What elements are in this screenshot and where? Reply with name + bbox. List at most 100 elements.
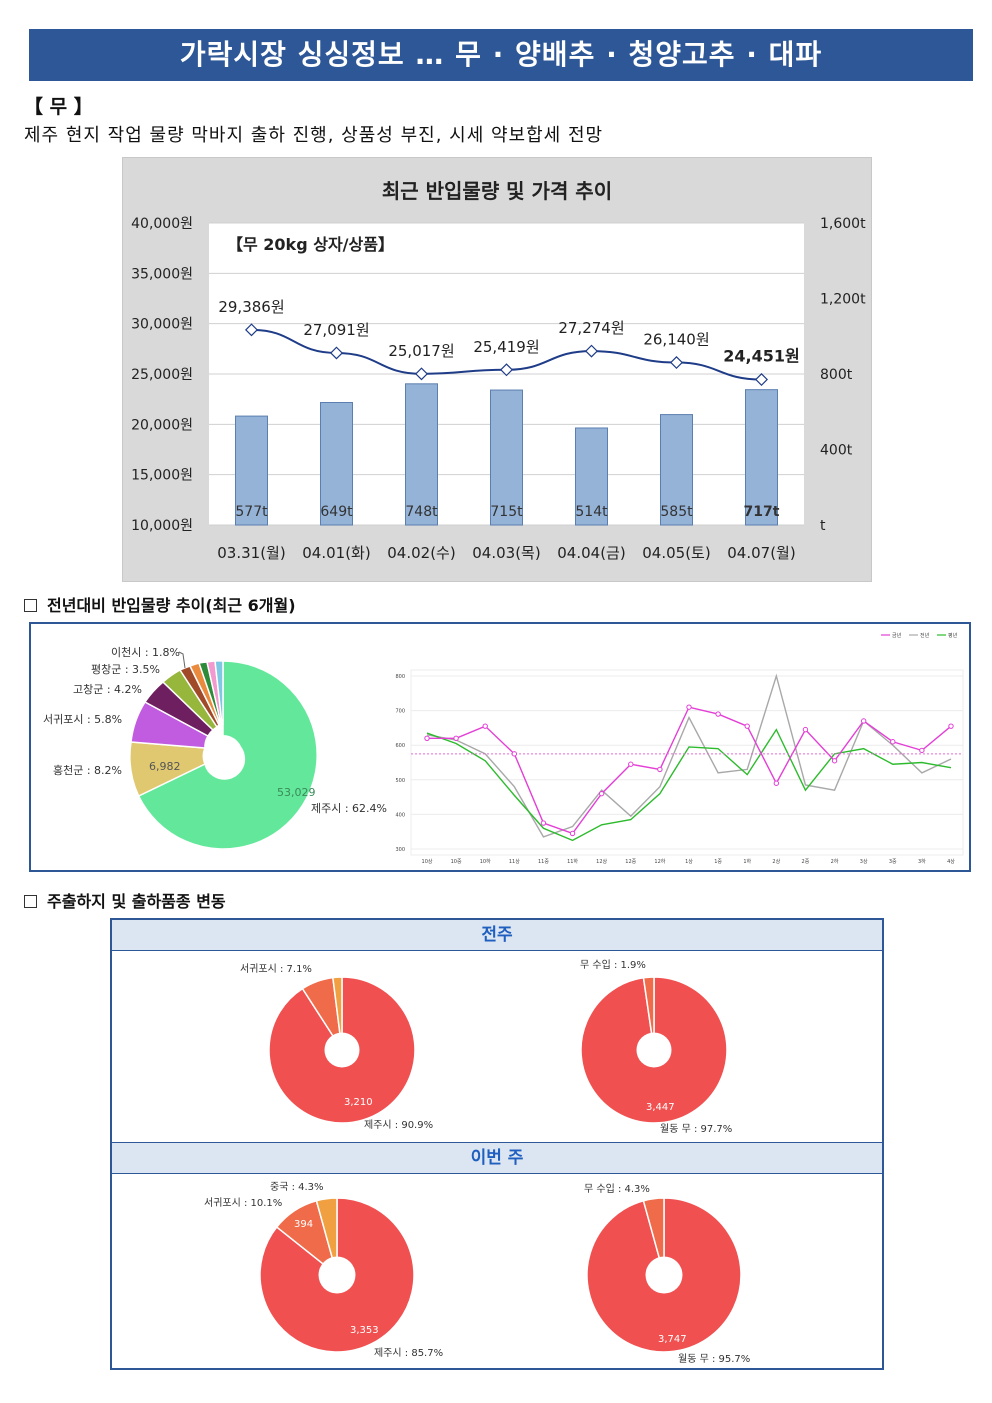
checkbox-icon [24, 599, 37, 612]
x-tick: 3중 [889, 859, 897, 865]
origin-donut-6m [129, 660, 318, 850]
series-cur-point [744, 723, 750, 729]
compare-title-text: 전년대비 반입물량 추이(최근 6개월) [47, 596, 296, 615]
series-cur-point [424, 735, 430, 741]
variety-value: 3,447 [646, 1102, 675, 1113]
price-label: 29,386원 [218, 298, 284, 316]
series-cur-point [948, 723, 954, 729]
y-tick-left: 10,000원 [131, 518, 193, 534]
price-point [329, 346, 344, 360]
last-week-header: 전주 [112, 920, 882, 951]
y-tick: 700 [395, 709, 405, 715]
legend-label: 전년 [920, 632, 930, 639]
y-tick-right: 1,600t [820, 216, 866, 232]
x-tick: 1상 [685, 858, 693, 865]
series-avg-line [426, 728, 952, 842]
price-label: 25,017원 [388, 342, 454, 360]
volume-bar [660, 414, 693, 526]
price-volume-chart-svg: 최근 반입물량 및 가격 추이 【무 20kg 상자/상품】 40,000원 35… [131, 179, 866, 562]
x-tick: 11중 [538, 859, 549, 865]
compare-title: 전년대비 반입물량 추이(최근 6개월) [24, 592, 296, 616]
donut-hole [645, 1256, 683, 1294]
price-point [244, 323, 259, 337]
x-tick: 11하 [567, 858, 578, 865]
x-tick: 2하 [831, 858, 839, 865]
x-tick: 1중 [714, 859, 722, 865]
x-tick: 4상 [947, 858, 955, 865]
this-week-area-donut [259, 1197, 415, 1353]
variety-label: 월동 무 : 97.7% [660, 1123, 732, 1135]
y-tick-left: 20,000원 [131, 417, 193, 433]
variety-label: 무 수입 : 4.3% [584, 1182, 650, 1195]
volume-label: 715t [490, 504, 523, 520]
series-cur-point [686, 704, 692, 710]
area-value: 3,210 [344, 1097, 373, 1108]
origin-panel-svg: 서귀포시 : 7.1% 제주시 : 90.9% 3,210 무 수입 : 1.9% 월동… [204, 958, 750, 1365]
last-week-variety-donut [580, 976, 728, 1124]
section-title: 【 무 】 [24, 96, 93, 118]
origin-title: 주출하지 및 출하품종 변동 [24, 888, 226, 912]
compare-panel: 이천시 : 1.8% 평창군 : 3.5% 고창군 : 4.2% 서귀포시 : 5.8… [29, 622, 971, 872]
y-tick-left: 40,000원 [131, 216, 193, 232]
x-tick: 04.03(목) [472, 544, 540, 562]
pie-label: 제주시 : 62.4% [311, 802, 387, 815]
series-cur-point [540, 820, 547, 826]
x-tick: 04.07(월) [727, 544, 795, 562]
pie-label: 서귀포시 : 5.8% [43, 713, 122, 726]
price-point [499, 363, 514, 377]
volume-bar [235, 415, 268, 526]
series-cur-point [598, 790, 605, 797]
pie-label: 이천시 : 1.8% [111, 645, 180, 659]
series-cur-point [569, 830, 576, 837]
x-tick: 12하 [654, 858, 665, 865]
price-point [414, 367, 429, 381]
origin-panel: 전주 이번 주 서귀포시 : 7.1% 제주시 : 90.9% 3,210 무 수입 … [110, 918, 884, 1370]
x-tick: 10중 [451, 859, 462, 865]
series-cur-point [890, 739, 896, 745]
pie-slice [642, 976, 655, 1051]
y-tick-right: t [820, 518, 826, 534]
y-tick: 300 [395, 847, 405, 853]
donut-hole [636, 1032, 672, 1068]
pie-slice [332, 976, 343, 1051]
y-tick: 400 [395, 812, 405, 818]
series-cur-point [482, 723, 488, 729]
area-value: 394 [294, 1219, 313, 1230]
price-label: 27,274원 [558, 319, 624, 337]
area-label: 제주시 : 90.9% [364, 1119, 433, 1131]
x-tick: 04.02(수) [387, 544, 455, 562]
volume-label: 748t [405, 504, 438, 520]
compare-panel-svg: 이천시 : 1.8% 평창군 : 3.5% 고창군 : 4.2% 서귀포시 : 5.8… [43, 632, 964, 865]
variety-label: 월동 무 : 95.7% [678, 1353, 750, 1365]
chart-legend: 【무 20kg 상자/상품】 [227, 235, 394, 254]
pie-leader-line [178, 651, 186, 669]
series-cur-point [511, 751, 518, 757]
series-cur-point [628, 761, 634, 767]
area-label: 서귀포시 : 7.1% [240, 963, 312, 975]
legend-label: 금년 [892, 632, 902, 639]
y-tick-left: 30,000원 [131, 317, 193, 333]
series-cur-point [802, 726, 809, 733]
area-value: 3,353 [350, 1325, 379, 1336]
this-week-variety-donut [586, 1197, 742, 1353]
x-tick: 1하 [743, 858, 751, 865]
y-tick-left: 15,000원 [131, 468, 193, 484]
volume-label: 585t [660, 504, 693, 520]
last-week-area-donut [268, 976, 416, 1124]
series-cur-point [919, 747, 925, 754]
origin-title-text: 주출하지 및 출하품종 변동 [47, 892, 226, 911]
pie-slice [315, 1197, 338, 1276]
x-tick: 04.01(화) [302, 544, 370, 562]
price-label: 27,091원 [303, 321, 369, 339]
pie-label: 평창군 : 3.5% [91, 663, 160, 676]
this-week-header: 이번 주 [112, 1142, 882, 1174]
volume-bar [320, 402, 353, 526]
series-cur-point [453, 735, 459, 741]
donut-hole [318, 1256, 356, 1294]
pie-value: 6,982 [149, 760, 181, 773]
page-banner: 가락시장 싱싱정보 … 무 · 양배추 · 청양고추 · 대파 [29, 29, 973, 81]
series-cur-point [860, 718, 867, 724]
donut-hole [324, 1032, 360, 1068]
volume-label: 514t [575, 504, 608, 520]
chart-title: 최근 반입물량 및 가격 추이 [382, 179, 612, 203]
